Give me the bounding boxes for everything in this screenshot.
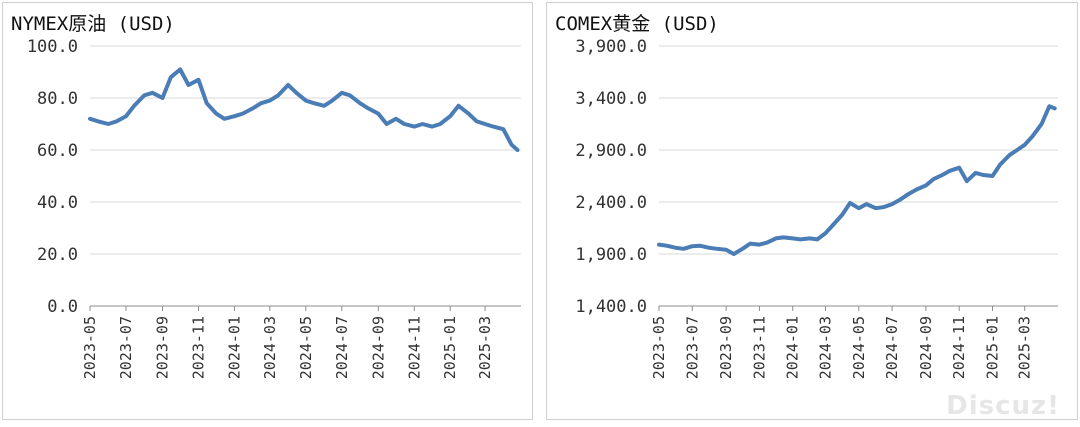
x-tick-label: 2024-01	[784, 316, 802, 379]
x-tick-label: 2024-05	[297, 316, 315, 379]
x-tick-label: 2025-03	[1016, 316, 1034, 379]
y-tick-label: 40.0	[37, 193, 78, 213]
x-tick-label: 2024-11	[405, 316, 423, 379]
x-tick-label: 2023-11	[750, 316, 768, 379]
comex-gold-chart: 1,400.0 1,900.0 2,400.0 2,900.0 3,400.0 3,900…	[575, 37, 1058, 379]
y-tick-label: 100.0	[27, 37, 78, 57]
y-tick-label: 3,400.0	[575, 89, 647, 109]
nymex-chart-title: NYMEX原油 (USD)	[11, 13, 175, 35]
x-tick-label: 2023-11	[189, 316, 207, 379]
x-tick-label: 2024-03	[816, 316, 834, 379]
nymex-chart-panel: NYMEX原油 (USD) 0.0 20.0 40.0 60.0 80.0 100.0 20…	[2, 2, 533, 420]
y-tick-label: 1,400.0	[575, 297, 647, 317]
y-tick-label: 80.0	[37, 89, 78, 109]
x-tick-label: 2024-09	[369, 316, 387, 379]
y-tick-label: 0.0	[47, 297, 78, 317]
y-tick-label: 60.0	[37, 141, 78, 161]
x-tick-label: 2024-07	[883, 316, 901, 379]
x-tick-label: 2025-01	[984, 316, 1002, 379]
x-tick-label: 2023-05	[650, 316, 668, 379]
x-tick-label: 2023-09	[154, 316, 172, 379]
nymex-crude-oil-chart: 0.0 20.0 40.0 60.0 80.0 100.0 2023-05 2023-07 20…	[27, 37, 521, 379]
x-tick-label: 2024-09	[917, 316, 935, 379]
series-line	[88, 67, 520, 152]
y-tick-label: 3,900.0	[575, 37, 647, 57]
x-tick-label: 2023-09	[717, 316, 735, 379]
y-tick-label: 20.0	[37, 245, 78, 265]
x-tick-label: 2023-05	[81, 316, 99, 379]
x-tick-label: 2024-07	[333, 316, 351, 379]
watermark-logo: Discuz!	[946, 391, 1060, 421]
series-line	[657, 104, 1057, 256]
comex-chart-panel: COMEX黄金 (USD) 1,400.0 1,900.0 2,400.0 2,900…	[546, 2, 1078, 420]
y-tick-label: 1,900.0	[575, 245, 647, 265]
x-tick-label: 2024-05	[850, 316, 868, 379]
y-tick-label: 2,900.0	[575, 141, 647, 161]
x-tick-label: 2023-07	[117, 316, 135, 379]
x-tick-label: 2025-03	[476, 316, 494, 379]
y-tick-label: 2,400.0	[575, 193, 647, 213]
x-tick-label: 2024-11	[950, 316, 968, 379]
x-tick-label: 2025-01	[441, 316, 459, 379]
x-tick-label: 2023-07	[683, 316, 701, 379]
x-tick-label: 2024-03	[261, 316, 279, 379]
x-tick-label: 2024-01	[225, 316, 243, 379]
comex-chart-title: COMEX黄金 (USD)	[555, 13, 719, 35]
